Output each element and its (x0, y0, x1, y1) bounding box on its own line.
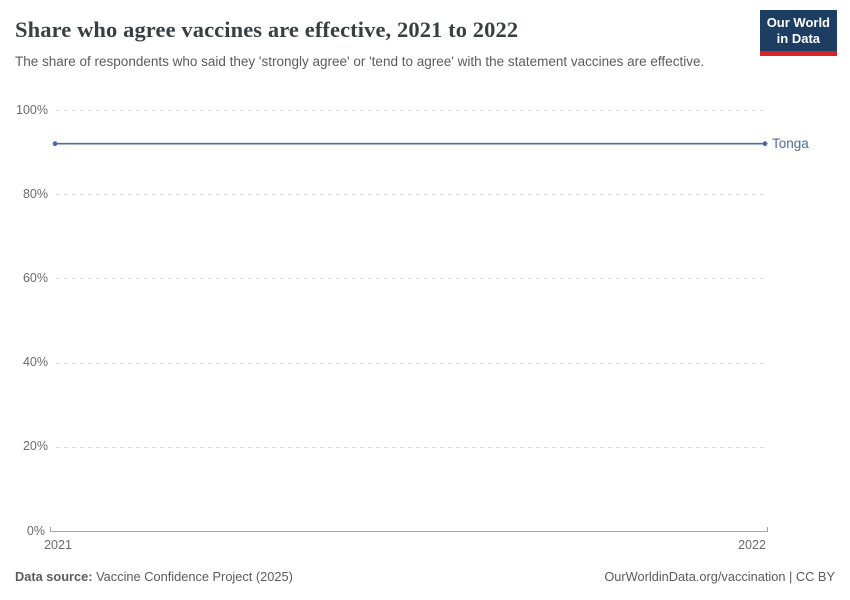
gridline-20 (56, 446, 767, 448)
gridline-100 (56, 110, 767, 111)
y-tick-label-0: 0% (26, 523, 45, 538)
y-tick-label-100: 100% (16, 102, 48, 117)
owid-logo-text-line2: in Data (776, 31, 821, 46)
gridline-80 (56, 194, 767, 196)
x-axis-line (50, 527, 768, 532)
gridline-40 (56, 362, 767, 364)
data-source: Data source: Vaccine Confidence Project … (15, 569, 293, 584)
gridline-60 (56, 278, 767, 280)
y-tick-label-60: 60% (22, 270, 48, 285)
x-tick-label-start: 2021 (44, 538, 72, 552)
page-title: Share who agree vaccines are effective, … (15, 17, 519, 42)
data-point-marker[interactable] (52, 141, 58, 147)
owid-logo: Our World in Data (759, 10, 837, 56)
chart-subtitle: The share of respondents who said they '… (15, 54, 705, 69)
data-source-value: Vaccine Confidence Project (2025) (96, 569, 293, 584)
y-tick-label-20: 20% (22, 439, 48, 454)
data-point-marker[interactable] (762, 141, 768, 147)
y-tick-label-80: 80% (22, 186, 48, 201)
data-source-label: Data source: (15, 569, 93, 584)
series-label-tonga[interactable]: Tonga (772, 135, 809, 151)
footer-citation-link[interactable]: OurWorldinData.org/vaccination | CC BY (604, 569, 835, 584)
y-tick-label-40: 40% (22, 355, 48, 370)
owid-logo-text-line1: Our World (766, 15, 830, 30)
x-tick-label-end: 2022 (738, 538, 766, 552)
